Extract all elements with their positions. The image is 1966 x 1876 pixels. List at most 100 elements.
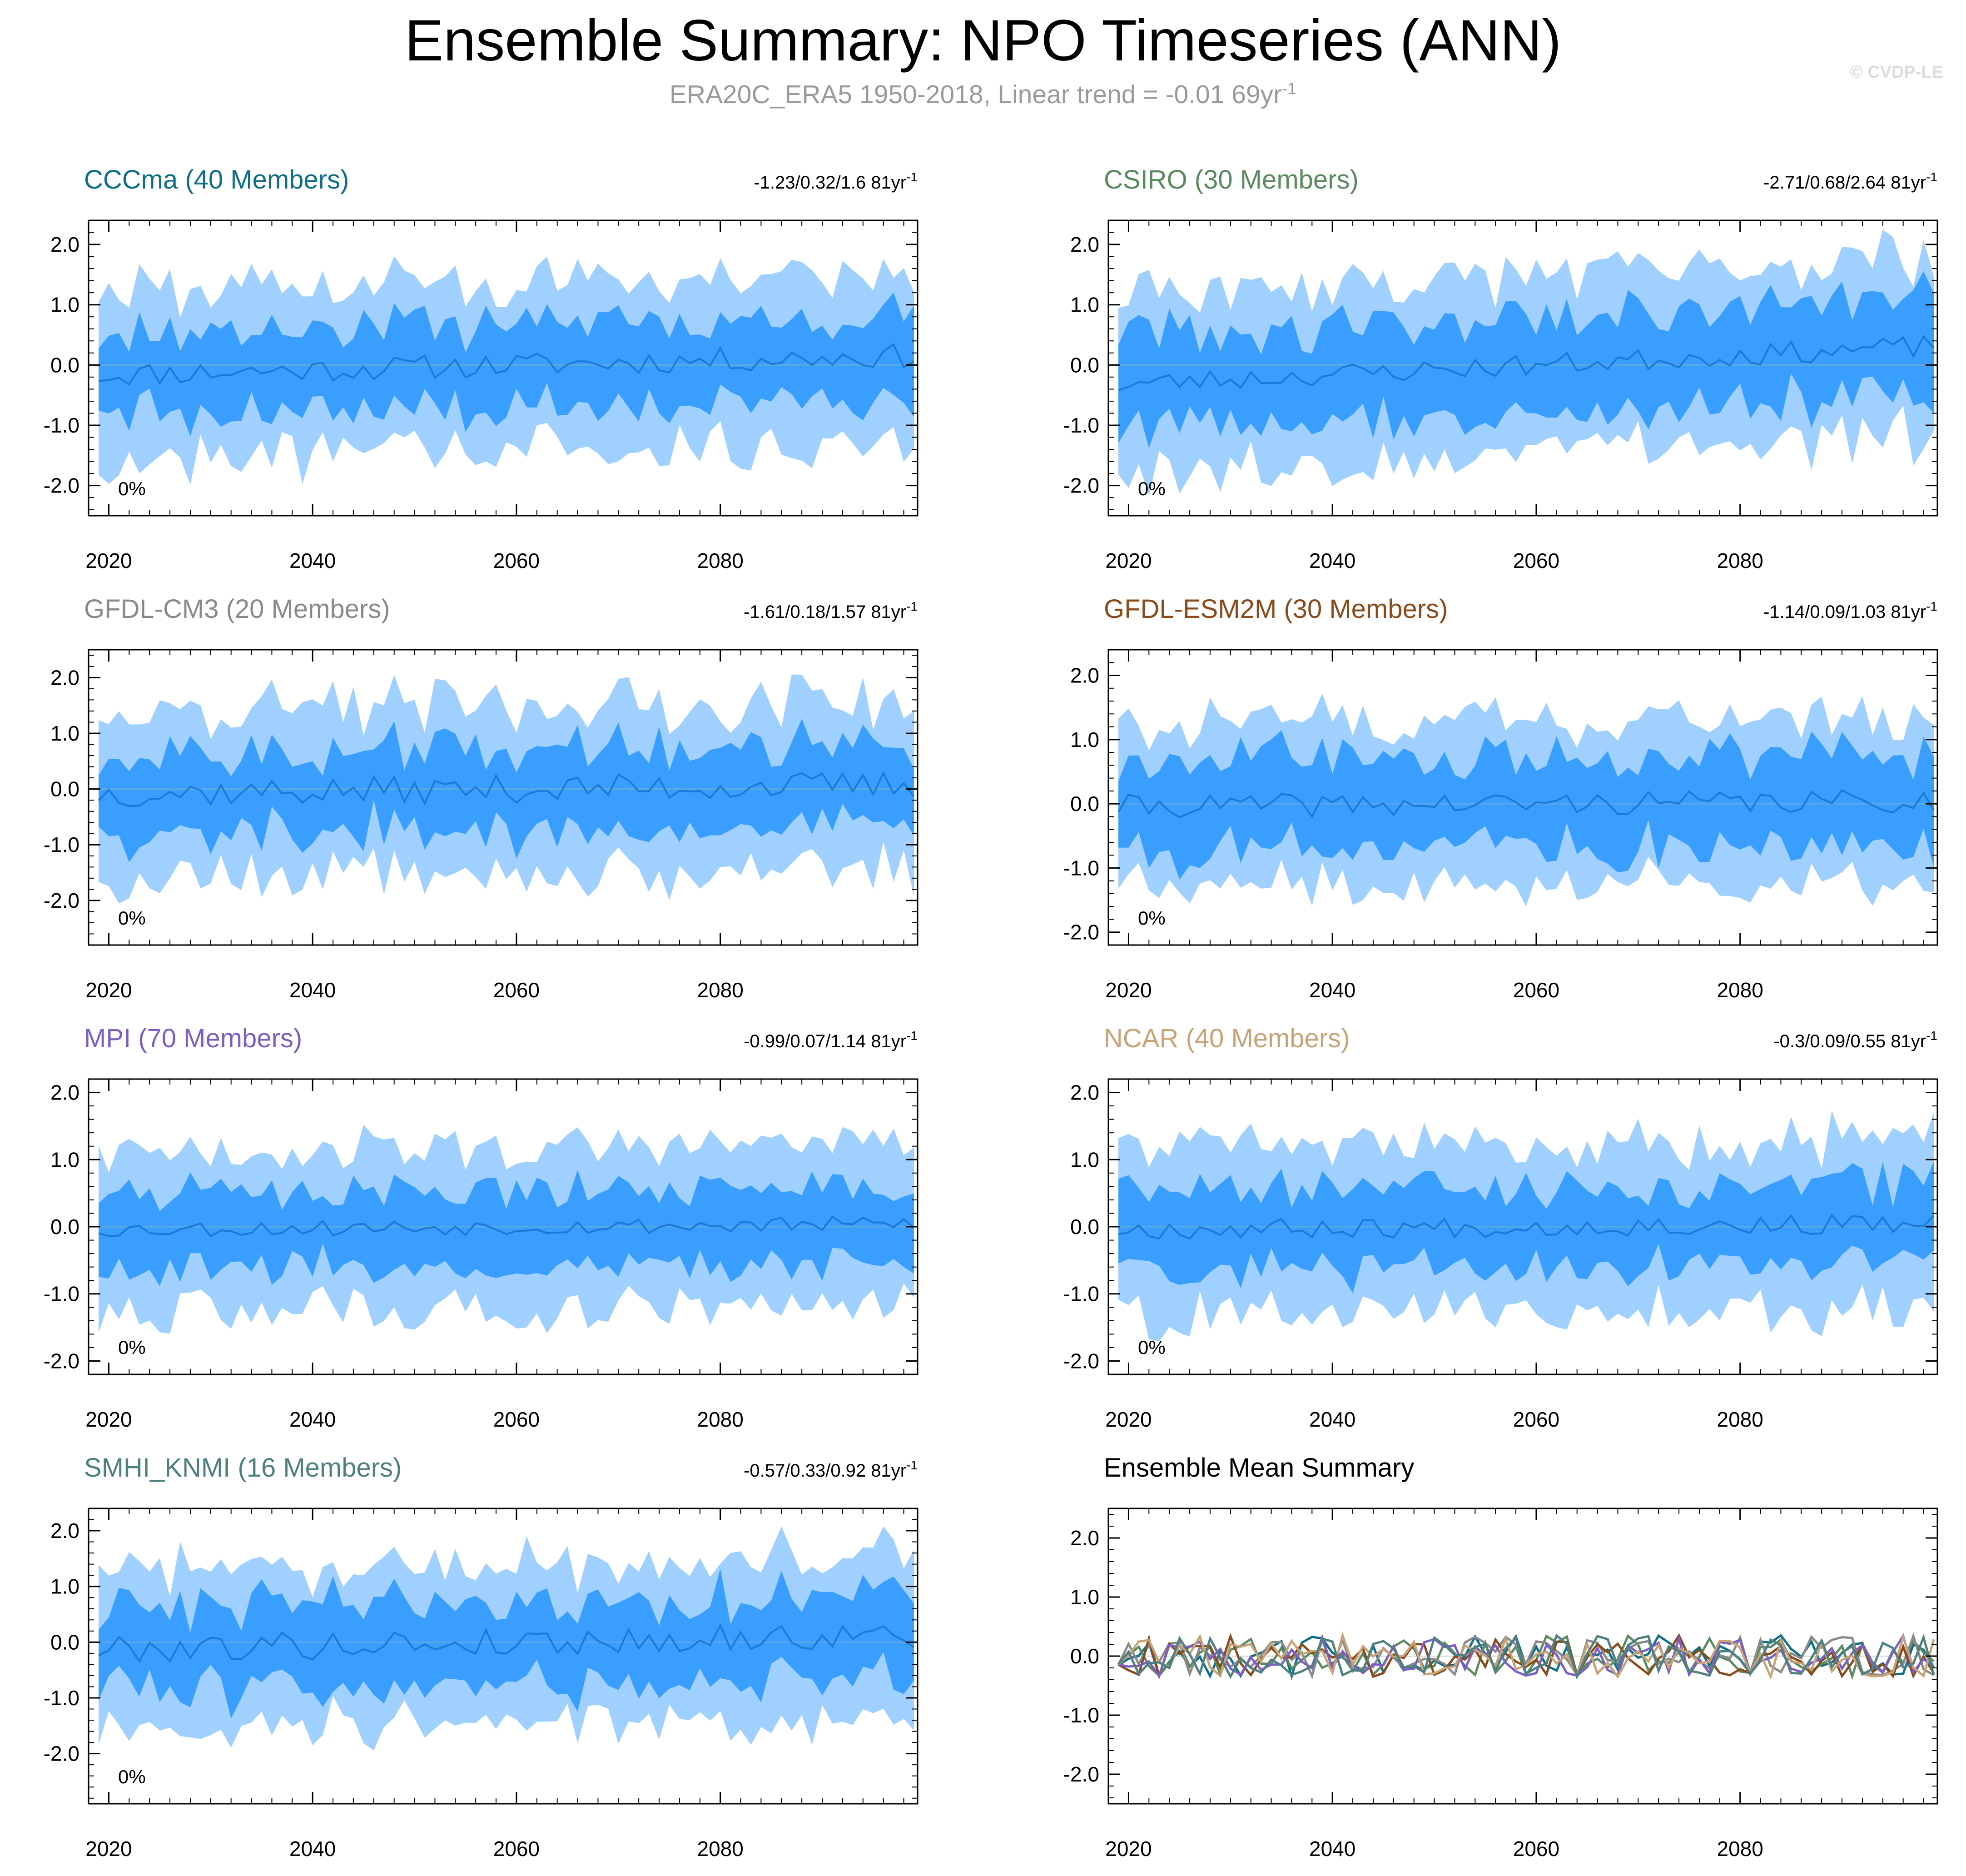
percent-label: 0% — [118, 478, 146, 499]
x-tick-label: 2020 — [85, 549, 132, 572]
x-tick-label: 2060 — [493, 549, 540, 572]
x-tick-label: 2080 — [1717, 1837, 1763, 1861]
trend-label: -0.57/0.33/0.92 81yr-1 — [744, 1458, 918, 1481]
plot-frame — [88, 649, 918, 946]
x-tick-label: 2060 — [1513, 978, 1559, 1002]
y-tick-label: 1.0 — [1070, 293, 1099, 317]
trend-label: -1.61/0.18/1.57 81yr-1 — [744, 599, 918, 622]
y-tick-label: 2.0 — [50, 1519, 79, 1543]
x-tick-label: 2080 — [697, 978, 744, 1002]
inner-spread-band — [99, 1568, 914, 1719]
y-tick-label: 0.0 — [1070, 353, 1099, 377]
percent-label: 0% — [1138, 478, 1166, 499]
plot-area — [89, 674, 918, 904]
series-line-ncar — [1117, 1632, 1935, 1680]
x-tick-label: 2020 — [85, 1408, 132, 1431]
x-tick-label: 2040 — [1309, 549, 1355, 572]
x-tick-label: 2060 — [493, 1408, 540, 1431]
x-tick-label: 2020 — [85, 978, 132, 1002]
x-tick-label: 2040 — [289, 549, 336, 572]
trend-label: -2.71/0.68/2.64 81yr-1 — [1763, 170, 1937, 193]
cvdp-watermark: © CVDP-LE — [1850, 63, 1943, 82]
panel-title: NCAR (40 Members) — [1104, 1024, 1350, 1053]
y-tick-label: -2.0 — [1063, 921, 1099, 944]
panel-gfdl-cm3: GFDL-CM3 (20 Members) -1.61/0.18/1.57 81y… — [44, 594, 918, 1002]
y-tick-label: -1.0 — [44, 833, 79, 856]
x-tick-label: 2060 — [493, 1837, 540, 1861]
plot-area — [1108, 1632, 1937, 1680]
y-tick-label: 0.0 — [1070, 1644, 1099, 1668]
y-tick-label: -1.0 — [1063, 856, 1099, 880]
x-tick-label: 2080 — [1717, 978, 1763, 1002]
panel-ensemble-mean: Ensemble Mean Summary 2.0 1.0 0.0 -1.0 -2.0 20… — [1063, 1453, 1938, 1861]
y-tick-label: 2.0 — [1070, 1081, 1099, 1105]
x-tick-label: 2040 — [1309, 1837, 1355, 1861]
panel-title: MPI (70 Members) — [84, 1024, 302, 1053]
y-tick-label: 2.0 — [50, 1081, 79, 1105]
x-tick-label: 2040 — [1309, 978, 1355, 1002]
plot-frame — [1107, 649, 1938, 946]
inner-spread-band — [1118, 271, 1934, 448]
y-tick-label: 2.0 — [50, 666, 79, 689]
percent-label: 0% — [118, 1766, 146, 1787]
x-tick-label: 2080 — [1717, 1408, 1763, 1431]
x-tick-label: 2060 — [1513, 1408, 1559, 1431]
x-tick-label: 2080 — [697, 1408, 744, 1431]
plot-frame — [88, 219, 918, 517]
y-tick-label: 0.0 — [1070, 792, 1099, 816]
y-tick-label: 1.0 — [50, 722, 79, 745]
plot-area — [89, 1526, 918, 1751]
panel-cccma: CCCma (40 Members) -1.23/0.32/1.6 81yr-1 0… — [44, 165, 918, 572]
plot-area — [89, 1125, 918, 1334]
y-tick-label: -2.0 — [44, 474, 79, 498]
y-tick-label: 0.0 — [1070, 1215, 1099, 1239]
trend-label: -1.14/0.09/1.03 81yr-1 — [1763, 599, 1937, 622]
x-tick-label: 2060 — [493, 978, 540, 1002]
y-tick-label: -2.0 — [1063, 1762, 1099, 1786]
percent-label: 0% — [1138, 907, 1166, 929]
y-tick-label: 0.0 — [50, 1215, 79, 1239]
y-tick-label: 0.0 — [50, 353, 79, 377]
y-tick-label: 0.0 — [50, 777, 79, 801]
x-tick-label: 2020 — [1105, 1408, 1152, 1431]
x-tick-label: 2060 — [1513, 549, 1559, 572]
plot-area — [1108, 229, 1937, 496]
y-tick-label: -2.0 — [44, 889, 79, 912]
panel-smhi-knmi: SMHI_KNMI (16 Members) -0.57/0.33/0.92 81… — [44, 1453, 918, 1861]
x-tick-label: 2080 — [697, 549, 744, 572]
series-line-smhi_knmi — [1117, 1633, 1935, 1680]
y-tick-label: 1.0 — [50, 1148, 79, 1171]
percent-label: 0% — [118, 1337, 146, 1358]
x-tick-label: 2020 — [1105, 978, 1152, 1002]
x-tick-label: 2060 — [1513, 1837, 1559, 1861]
y-tick-label: -2.0 — [1063, 474, 1099, 498]
y-tick-label: 0.0 — [50, 1630, 79, 1654]
y-tick-label: -1.0 — [1063, 1703, 1099, 1727]
plot-area — [1108, 693, 1937, 906]
x-tick-label: 2040 — [289, 978, 336, 1002]
y-tick-label: 2.0 — [50, 233, 79, 256]
y-tick-label: 1.0 — [1070, 1148, 1099, 1171]
trend-label: -0.99/0.07/1.14 81yr-1 — [744, 1029, 918, 1051]
plot-frame — [1107, 219, 1938, 517]
panel-title: Ensemble Mean Summary — [1104, 1453, 1414, 1483]
x-tick-label: 2020 — [1105, 1837, 1152, 1861]
panel-csiro: CSIRO (30 Members) -2.71/0.68/2.64 81yr-1… — [1063, 165, 1938, 572]
panel-title: CCCma (40 Members) — [84, 165, 349, 194]
panel-mpi: MPI (70 Members) -0.99/0.07/1.14 81yr-1 0%… — [44, 1024, 918, 1431]
figure-title: Ensemble Summary: NPO Timeseries (ANN) — [404, 8, 1562, 73]
y-tick-label: -1.0 — [44, 1282, 79, 1306]
panel-title: SMHI_KNMI (16 Members) — [84, 1453, 402, 1483]
inner-spread-band — [99, 718, 914, 862]
ensemble-mean-line — [98, 1623, 915, 1663]
y-tick-label: -1.0 — [1063, 413, 1099, 437]
inner-spread-band — [99, 1169, 914, 1286]
y-tick-label: -2.0 — [44, 1349, 79, 1373]
panel-title: CSIRO (30 Members) — [1104, 165, 1359, 194]
trend-label: -0.3/0.09/0.55 81yr-1 — [1773, 1029, 1937, 1051]
ensemble-mean-line — [1118, 334, 1935, 391]
inner-spread-band — [1118, 730, 1934, 880]
plot-area — [89, 256, 918, 485]
x-tick-label: 2080 — [1717, 549, 1763, 572]
